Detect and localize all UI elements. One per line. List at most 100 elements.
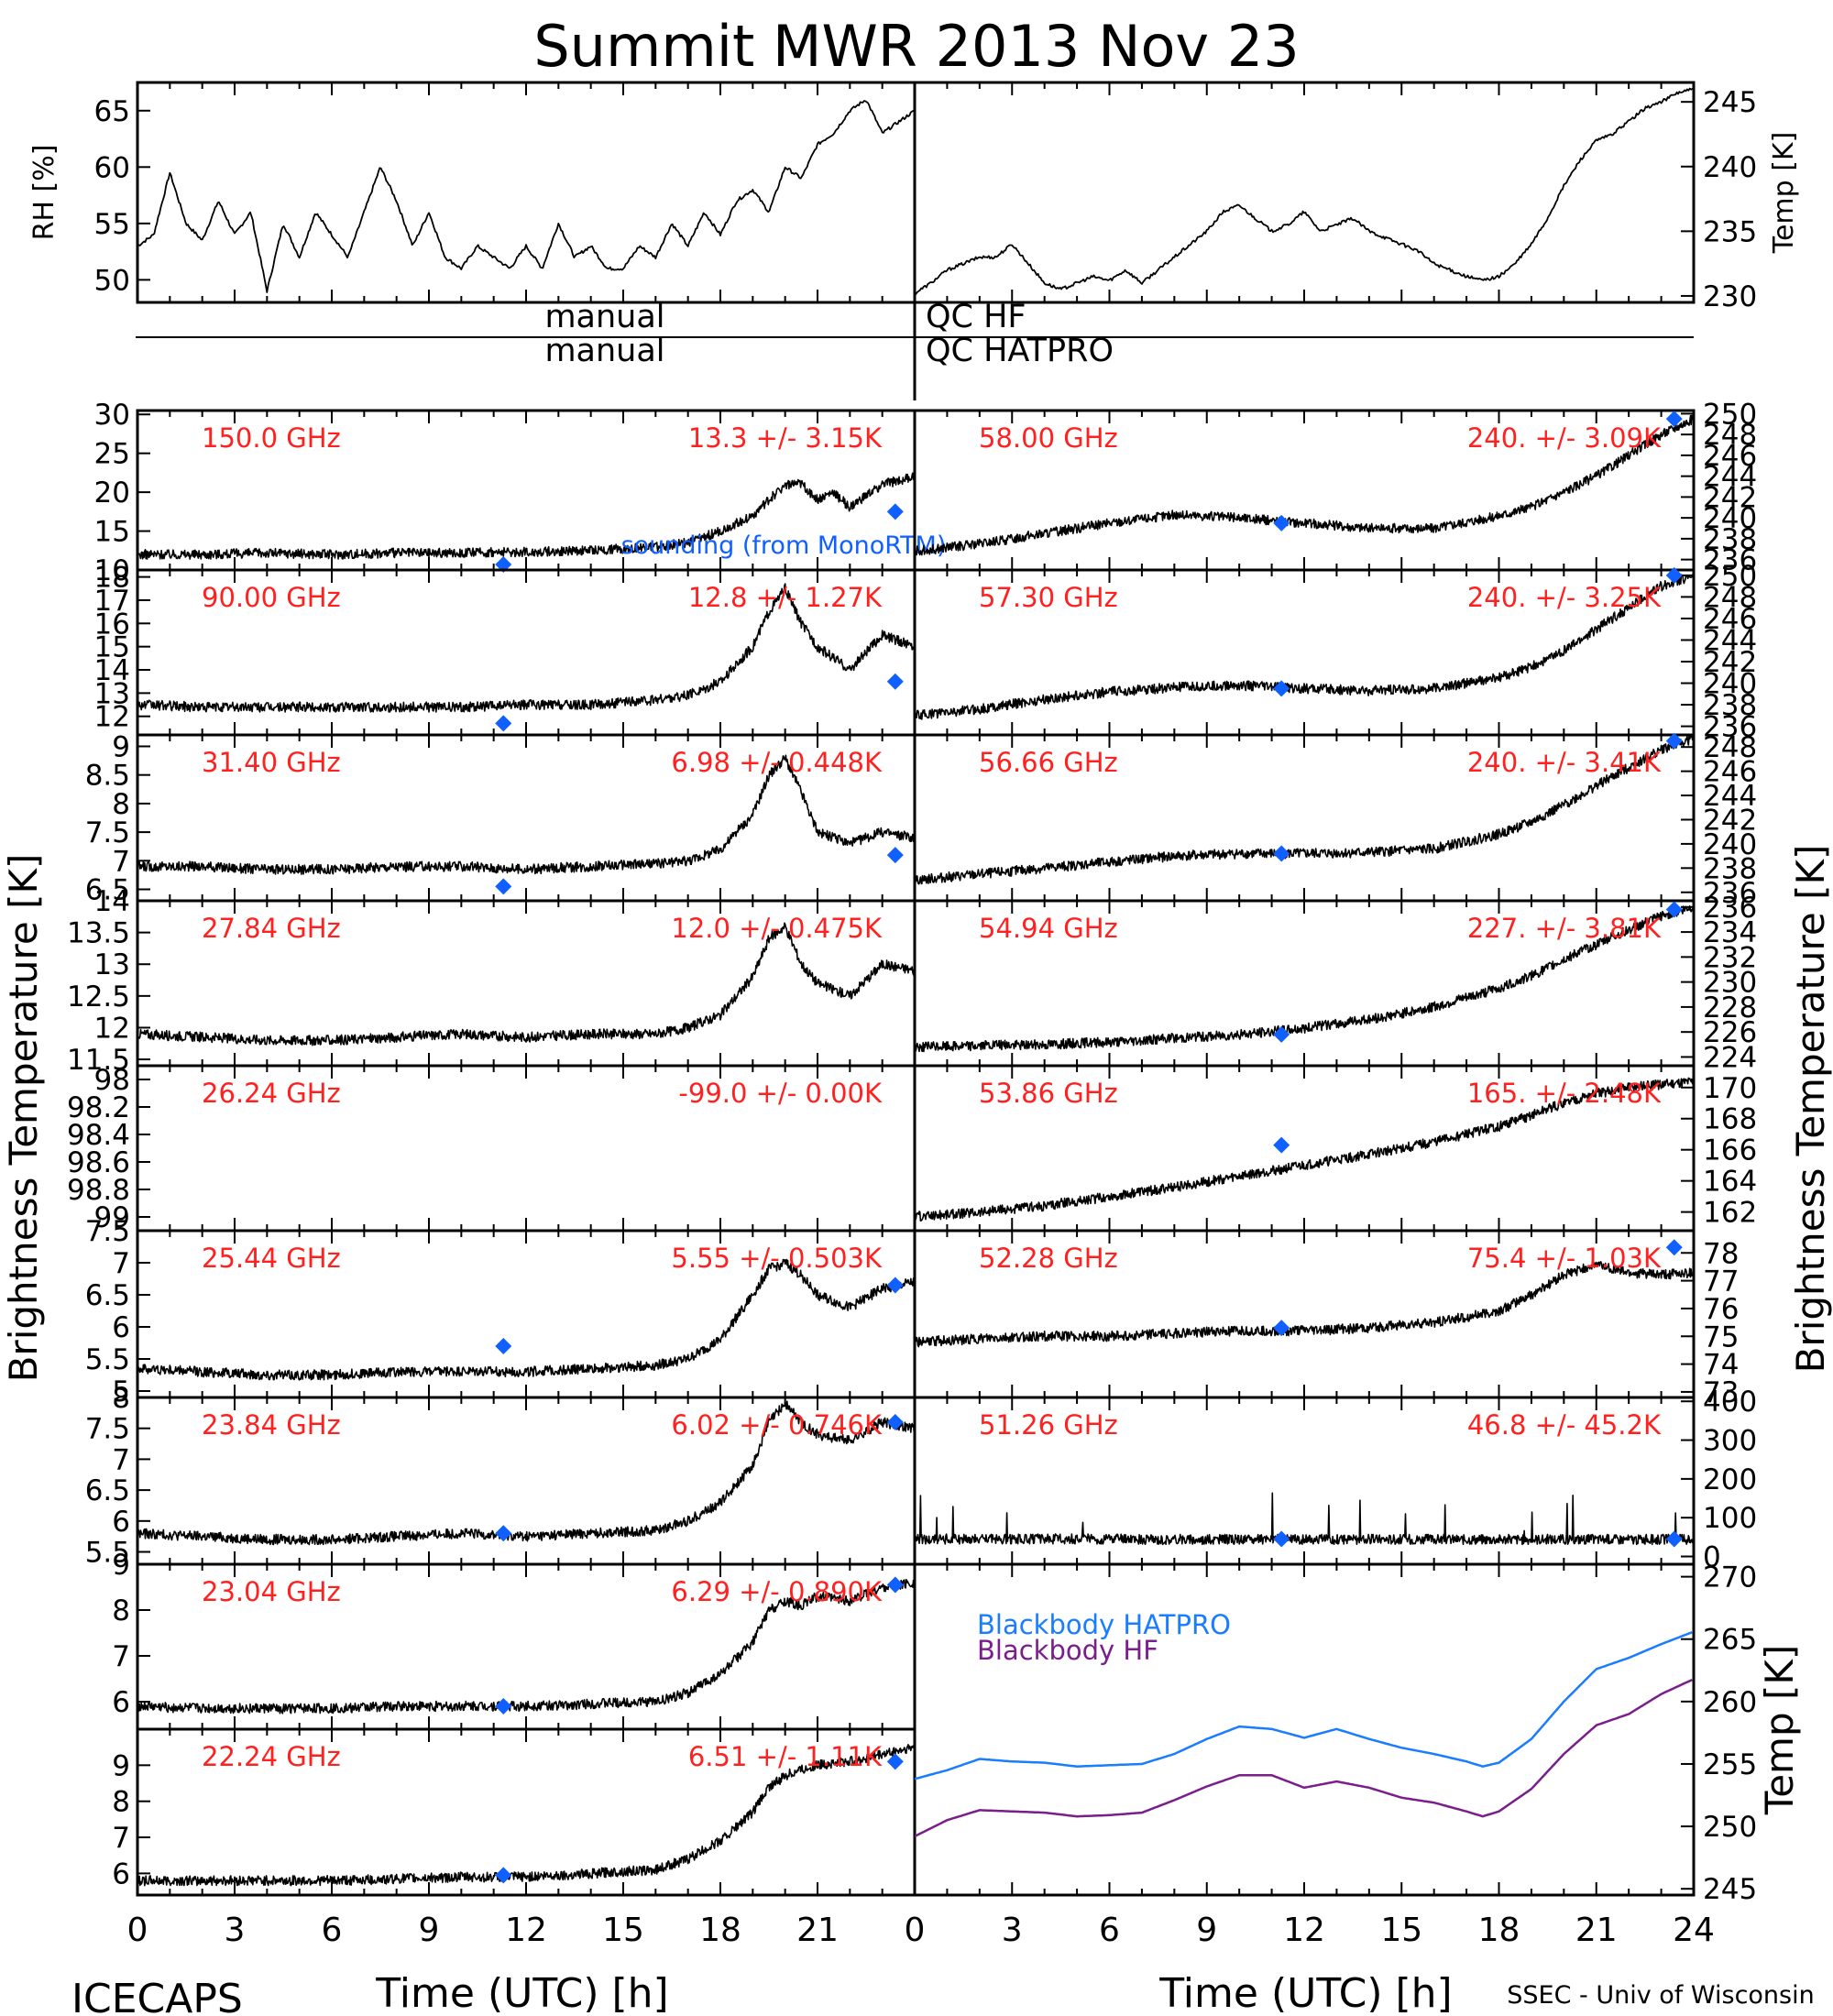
y-axis-label: Temp [K] (1768, 132, 1800, 255)
qc-hatpro-prefix: manual (544, 333, 664, 369)
y-tick-label: 10 (94, 554, 130, 587)
y-tick-label: 6.5 (85, 874, 130, 907)
qc-hatpro-label: QC HATPRO (926, 333, 1114, 369)
y-tick-label: 0 (1703, 1541, 1721, 1574)
channel-stats: 240. +/- 3.25K (1467, 582, 1662, 613)
y-tick-label: 12.5 (67, 981, 130, 1013)
y-tick-label: 20 (94, 477, 130, 509)
channel-label: 90.00 GHz (202, 582, 341, 613)
y-tick-label: 7.5 (85, 1413, 130, 1446)
y-tick-label: 15 (94, 631, 130, 664)
channel-stats: 6.29 +/- 0.890K (671, 1576, 883, 1607)
data-trace (137, 1400, 915, 1546)
y-tick-label: 230 (1703, 280, 1757, 313)
y-tick-label: 6 (112, 1311, 130, 1344)
panel-traces (915, 1492, 1694, 1546)
channel-label: 56.66 GHz (979, 747, 1118, 778)
y-tick-label: 242 (1703, 646, 1757, 679)
y-tick-label: 234 (1703, 916, 1757, 949)
panel-traces (137, 1578, 915, 1715)
panel-traces (137, 583, 915, 713)
y-tick-label: 11.5 (67, 1044, 130, 1077)
y-tick-label: 240 (1703, 502, 1757, 535)
panel-blackbody: 0 3 6 9 12 15 18 21 24 245 250 255 260 265 270 Temp [K]… (905, 1561, 1802, 1949)
y-tick-label: 5 (112, 1375, 130, 1408)
y-tick-label: 244 (1703, 780, 1757, 813)
y-tick-label: 13.5 (67, 917, 130, 950)
channel-label: 31.40 GHz (202, 747, 341, 778)
sounding-marker (495, 715, 512, 732)
channel-label: 150.0 GHz (202, 422, 341, 454)
sounding-marker (495, 1867, 512, 1884)
sounding-marker (1273, 845, 1290, 862)
y-tick-label: 98.6 (67, 1146, 130, 1179)
x-tick-label: 12 (505, 1912, 547, 1949)
y-tick-label: 6 (112, 1686, 130, 1719)
data-trace (137, 100, 915, 293)
x-tick-label: 21 (796, 1912, 839, 1949)
panel-traces (137, 1744, 915, 1887)
sounding-marker (1273, 680, 1290, 697)
sounding-marker (1665, 411, 1683, 428)
figure-title: Summit MWR 2013 Nov 23 (533, 13, 1299, 80)
sounding-marker (1665, 1530, 1683, 1548)
sounding-marker (1665, 566, 1683, 584)
y-tick-label: 8 (112, 788, 130, 821)
sounding-marker (1273, 1136, 1290, 1154)
data-trace (137, 1578, 915, 1715)
channel-stats: 5.55 +/- 0.503K (671, 1243, 883, 1274)
panel-hat_51: 0 100 200 300 400 51.26 GHz 46.8 +/- 45.2K (913, 1386, 1757, 1574)
y-tick-label: 245 (1703, 86, 1757, 119)
panel-sfc_temp: 230 235 240 245 Temp [K] (913, 81, 1800, 313)
y-tick-label: 12 (94, 1012, 130, 1045)
y-tick-label: 248 (1703, 731, 1757, 764)
x-tick-label: 0 (905, 1912, 926, 1949)
y-tick-label: 168 (1703, 1103, 1757, 1136)
data-trace (137, 1744, 915, 1887)
y-tick-label: 6 (112, 1506, 130, 1539)
y-tick-label: 250 (1703, 1811, 1757, 1844)
channel-stats: 240. +/- 3.09K (1467, 422, 1662, 454)
panel-traces (915, 572, 1694, 720)
sounding-marker (1273, 514, 1290, 531)
x-tick-label: 15 (1380, 1912, 1422, 1949)
panel-traces (915, 87, 1694, 295)
y-tick-label: 236 (1703, 544, 1757, 577)
data-trace (915, 735, 1694, 885)
y-tick-label: 6.5 (85, 1474, 130, 1507)
x-tick-label: 9 (1196, 1912, 1217, 1949)
y-tick-label: 78 (1703, 1237, 1739, 1270)
data-trace (137, 1258, 915, 1381)
x-tick-label: 3 (1002, 1912, 1023, 1949)
y-tick-label: 65 (94, 95, 130, 128)
panel-traces (915, 735, 1694, 885)
channel-stats: 13.3 +/- 3.15K (688, 422, 883, 454)
y-tick-label: 7 (112, 1443, 130, 1476)
panel-traces (915, 1631, 1693, 1838)
channel-label: 23.04 GHz (202, 1576, 341, 1607)
sounding-marker (1273, 1530, 1290, 1548)
y-tick-label: 100 (1703, 1502, 1757, 1535)
y-label-right: Brightness Temperature [K] (1788, 845, 1833, 1374)
sounding-label: sounding (from MonoRTM) (621, 531, 947, 560)
legend-hf: Blackbody HF (977, 1635, 1158, 1666)
x-tick-label: 21 (1575, 1912, 1618, 1949)
y-tick-label: 236 (1703, 877, 1757, 910)
x-tick-label: 6 (322, 1912, 343, 1949)
channel-stats: 46.8 +/- 45.2K (1467, 1409, 1662, 1441)
y-tick-label: 30 (94, 399, 130, 432)
y-tick-label: 255 (1703, 1748, 1757, 1781)
y-tick-label: 240 (1703, 828, 1757, 861)
x-tick-label: 3 (225, 1912, 246, 1949)
y-tick-label: 55 (94, 208, 130, 241)
channel-label: 51.26 GHz (979, 1409, 1118, 1441)
panel-frame (136, 81, 916, 304)
y-tick-label: 13 (94, 677, 130, 710)
channel-stats: -99.0 +/- 0.00K (678, 1078, 883, 1109)
y-tick-label: 13 (94, 948, 130, 981)
